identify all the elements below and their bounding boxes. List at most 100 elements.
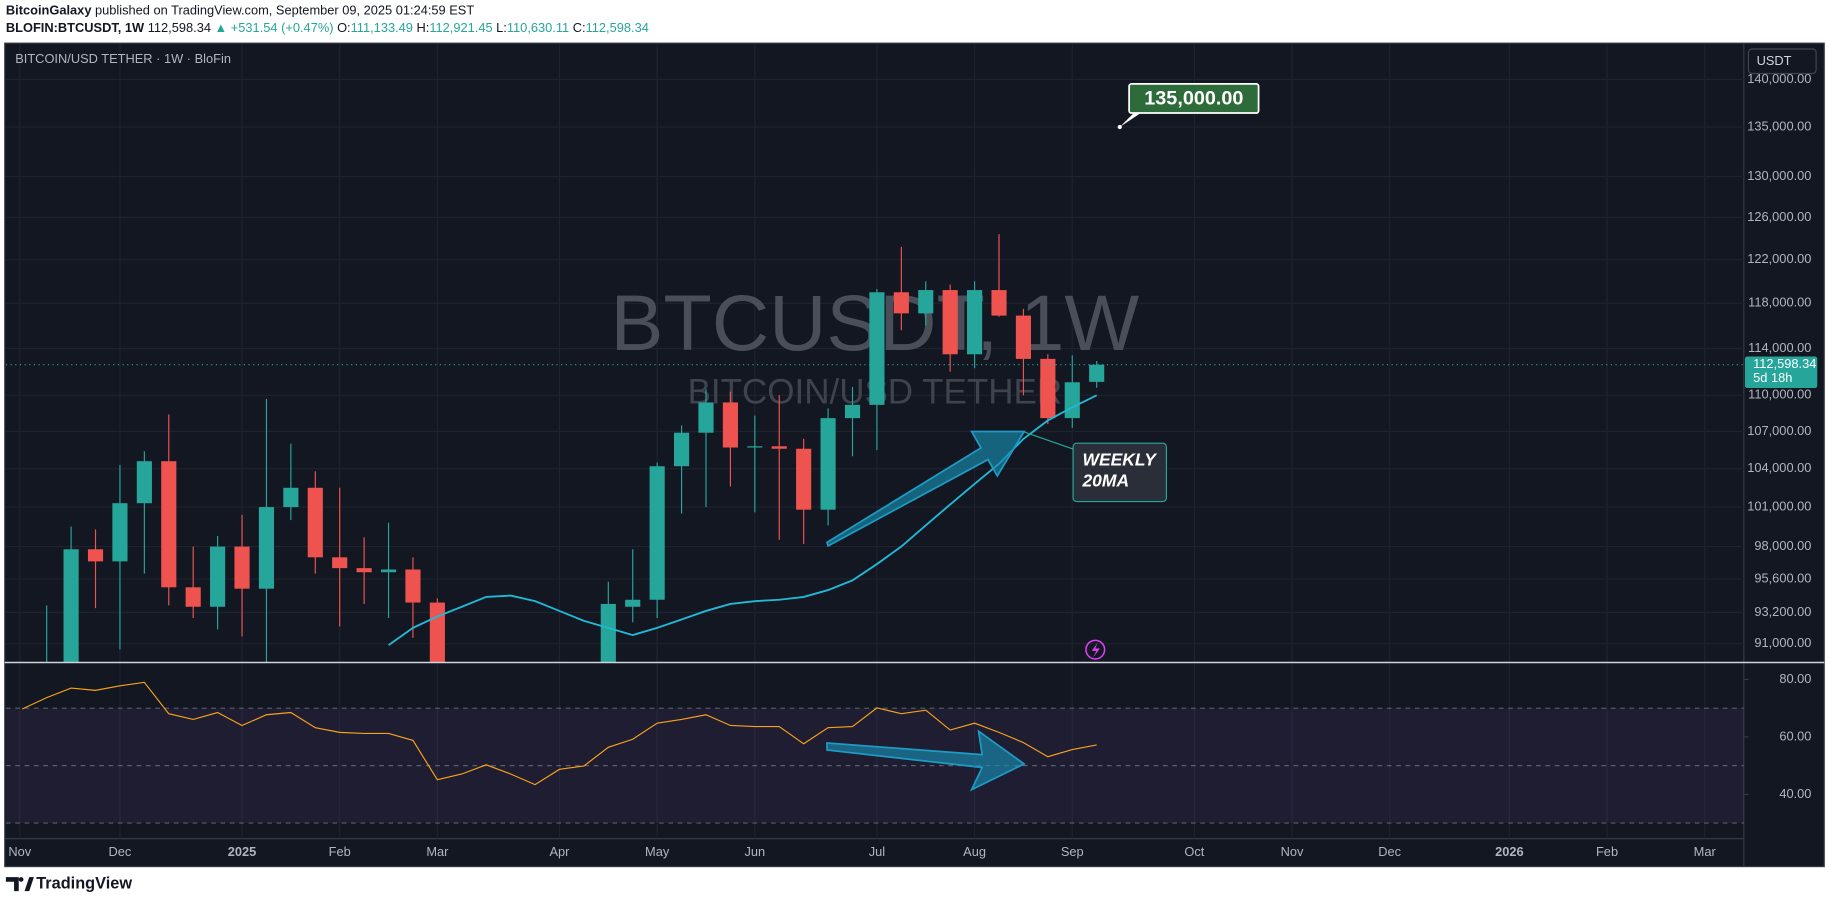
candle-body (698, 402, 714, 433)
y-tick-label: 140,000.00 (1747, 71, 1811, 86)
chart-frame (4, 42, 1825, 868)
x-tick-label: 2025 (228, 844, 257, 859)
x-tick-label: Jul (869, 844, 885, 859)
candle-body (161, 461, 177, 588)
rsi-arrow (826, 729, 1026, 792)
logo-mark (5, 877, 34, 892)
y-tick-label: 101,000.00 (1747, 498, 1811, 513)
candle-body (991, 290, 1007, 316)
y-tick-label: 122,000.00 (1747, 251, 1811, 266)
x-tick-label: Mar (426, 844, 449, 859)
candle-body (869, 292, 885, 405)
ohlc-key: H: (413, 21, 429, 36)
candle-body (210, 546, 226, 607)
x-tick-label: Dec (1378, 844, 1401, 859)
rsi-line (21, 681, 1097, 786)
last-price-label: 112,598.34 (1753, 356, 1816, 371)
x-tick-label: Nov (8, 844, 31, 859)
x-tick-label: Jun (744, 844, 765, 859)
candle-body (87, 549, 104, 562)
y-tick-label: 80.00 (1779, 671, 1811, 686)
header-line-2: BLOFIN:BTCUSDT, 1W 112,598.34 ▲ +531.54 … (6, 21, 649, 36)
candle-body (1040, 358, 1056, 419)
candle-body (722, 402, 738, 448)
y-tick-label: 135,000.00 (1747, 118, 1811, 133)
x-tick-label: Mar (1694, 844, 1717, 859)
candle-body (625, 599, 641, 607)
candle-body (649, 466, 665, 600)
x-tick-label: May (645, 844, 670, 859)
ohlc-key: C: (569, 21, 585, 36)
published: published on TradingView.com, September … (91, 3, 474, 18)
x-tick-label: Dec (109, 844, 132, 859)
candle-body (185, 587, 201, 607)
target-box (1128, 83, 1260, 114)
candle-body (136, 461, 152, 504)
candle-body (600, 603, 616, 663)
candle-body (942, 290, 958, 355)
target-label: 135,000.00 (1144, 87, 1243, 109)
change: ▲ +531.54 (+0.47%) (211, 21, 334, 36)
x-tick-label: Nov (1281, 844, 1304, 859)
y-tick-label: 98,000.00 (1754, 538, 1811, 553)
footer-logo: TradingView (5, 874, 132, 892)
ohlc-key: L: (493, 21, 507, 36)
trend-arrow (825, 430, 1026, 548)
candle-body (63, 549, 79, 663)
y-tick-label: 110,000.00 (1748, 387, 1811, 402)
author: BitcoinGalaxy (6, 3, 92, 18)
candle-body (283, 487, 299, 508)
rsi-pane (5, 681, 1744, 824)
brand: TradingView (36, 874, 132, 892)
x-tick-label: Apr (549, 844, 570, 859)
y-tick-label: 91,000.00 (1754, 635, 1811, 650)
candle-body (796, 448, 812, 510)
candle-body (112, 503, 128, 562)
event-icon[interactable] (1085, 639, 1106, 660)
moving-average (388, 394, 1098, 646)
x-tick-label: Sep (1061, 844, 1084, 859)
currency-box[interactable] (1747, 48, 1817, 75)
candle-body (918, 290, 934, 314)
y-tick-label: 126,000.00 (1747, 209, 1811, 224)
symbol: BLOFIN:BTCUSDT, 1W (6, 21, 145, 36)
y-tick-label: 104,000.00 (1747, 460, 1811, 475)
candle-body (380, 569, 397, 573)
callout-pointer (1022, 431, 1074, 450)
x-tick-label: 2026 (1495, 844, 1524, 859)
price: 112,598.34 (144, 21, 211, 36)
candle-body (1015, 315, 1032, 359)
candle-body (234, 546, 250, 589)
y-tick-label: 107,000.00 (1747, 423, 1811, 438)
candle-body (820, 418, 836, 510)
candle-body (747, 446, 763, 448)
callout-text: WEEKLY (1082, 449, 1157, 469)
candle-body (1089, 364, 1105, 382)
chart-title: BITCOIN/USD TETHER · 1W · BloFin (15, 51, 231, 66)
candle-body (307, 487, 323, 558)
ohlc-value: 112,921.45 (429, 21, 492, 36)
y-tick-label: 40.00 (1779, 786, 1811, 801)
candle-body (405, 569, 421, 603)
callout-text: 20MA (1081, 470, 1129, 490)
y-tick-label: 118,000.00 (1748, 295, 1811, 310)
candle-body (1064, 382, 1080, 419)
currency[interactable]: USDT (1757, 53, 1792, 68)
candle-body (967, 290, 983, 355)
y-tick-label: 95,600.00 (1754, 570, 1811, 585)
callout-box (1072, 442, 1168, 503)
candle-body (356, 568, 372, 573)
candle-body (258, 507, 275, 589)
event-icon-bolt (1091, 642, 1100, 658)
ohlc-key: O: (334, 21, 351, 36)
target-pointer (1119, 113, 1141, 128)
x-tick-label: Feb (1596, 844, 1618, 859)
x-tick-label: Aug (963, 844, 986, 859)
candle-body (771, 446, 787, 449)
candle-body (673, 432, 690, 467)
ohlc-value: 111,133.49 (351, 21, 413, 36)
candle-body (893, 292, 909, 314)
y-tick-label: 114,000.00 (1748, 340, 1811, 355)
